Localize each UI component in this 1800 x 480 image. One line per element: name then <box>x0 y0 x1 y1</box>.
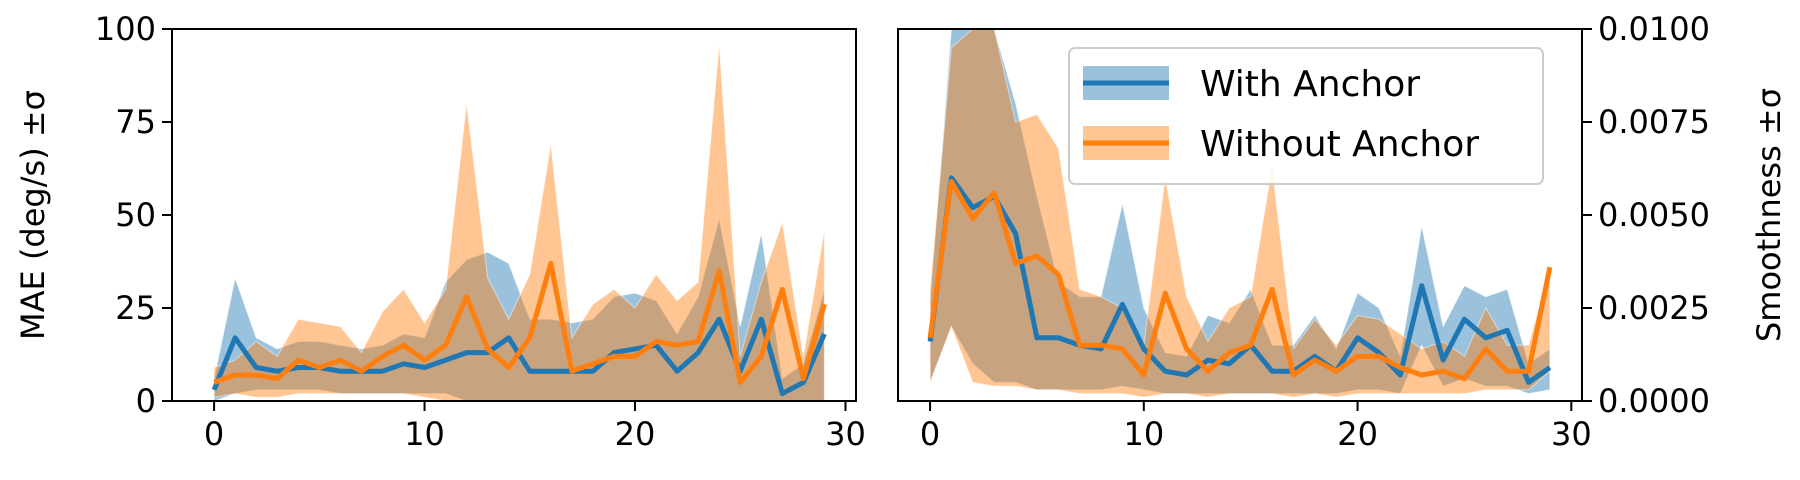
left-band-without-anchor <box>213 43 825 401</box>
left-x-tick-label-0: 0 <box>204 415 224 453</box>
right-x-tick-label-10: 10 <box>1123 415 1164 453</box>
right-x-tick-label-20: 20 <box>1337 415 1378 453</box>
left-x-tick-label-20: 20 <box>615 415 656 453</box>
left-y-tick-label-1: 25 <box>115 289 156 327</box>
left-x-tick-label-30: 30 <box>825 415 866 453</box>
right-y-tick-label-4: 0.0100 <box>1598 10 1710 48</box>
left-panel: 0 10 20 30 0 25 50 75 100 MAE (deg/s) ±σ <box>14 10 866 453</box>
right-y-tick-label-1: 0.0025 <box>1598 289 1710 327</box>
legend-entry-with-anchor: With Anchor <box>1083 64 1420 105</box>
right-line-with-anchor <box>927 175 1552 385</box>
right-band-with-anchor <box>929 29 1551 395</box>
right-y-tick-label-0: 0.0000 <box>1598 382 1710 420</box>
right-series-layer <box>927 29 1553 398</box>
right-ticks: 0 10 20 300.0000 0.0025 0.0050 0.0075 0.0100 <box>920 10 1710 453</box>
left-x-tick-label-10: 10 <box>404 415 445 453</box>
left-y-tick-label-3: 75 <box>115 103 156 141</box>
right-y-axis-label: Smoothness ±σ <box>1750 88 1788 342</box>
left-y-axis-label: MAE (deg/s) ±σ <box>14 90 52 340</box>
right-x-tick-label-30: 30 <box>1551 415 1592 453</box>
right-line-without-anchor <box>927 179 1553 382</box>
left-y-tick-label-0: 0 <box>136 382 156 420</box>
left-series-layer <box>211 43 827 401</box>
left-y-tick-label-4: 100 <box>95 10 156 48</box>
right-y-tick-label-3: 0.0075 <box>1598 103 1710 141</box>
left-ticks: 0 10 20 30 0 25 50 75 100 <box>95 10 866 453</box>
legend-label-without-anchor: Without Anchor <box>1200 124 1479 165</box>
legend-label-with-anchor: With Anchor <box>1200 64 1420 105</box>
legend-entry-without-anchor: Without Anchor <box>1083 124 1479 165</box>
left-y-tick-label-2: 50 <box>115 196 156 234</box>
right-y-tick-label-2: 0.0050 <box>1598 196 1710 234</box>
legend: With Anchor Without Anchor <box>1068 47 1544 185</box>
legend-frame <box>1068 47 1544 185</box>
left-line-without-anchor <box>213 260 827 385</box>
right-x-tick-label-0: 0 <box>920 415 940 453</box>
right-panel: 0 10 20 300.0000 0.0025 0.0050 0.0075 0.0100 Sm… <box>897 10 1788 453</box>
